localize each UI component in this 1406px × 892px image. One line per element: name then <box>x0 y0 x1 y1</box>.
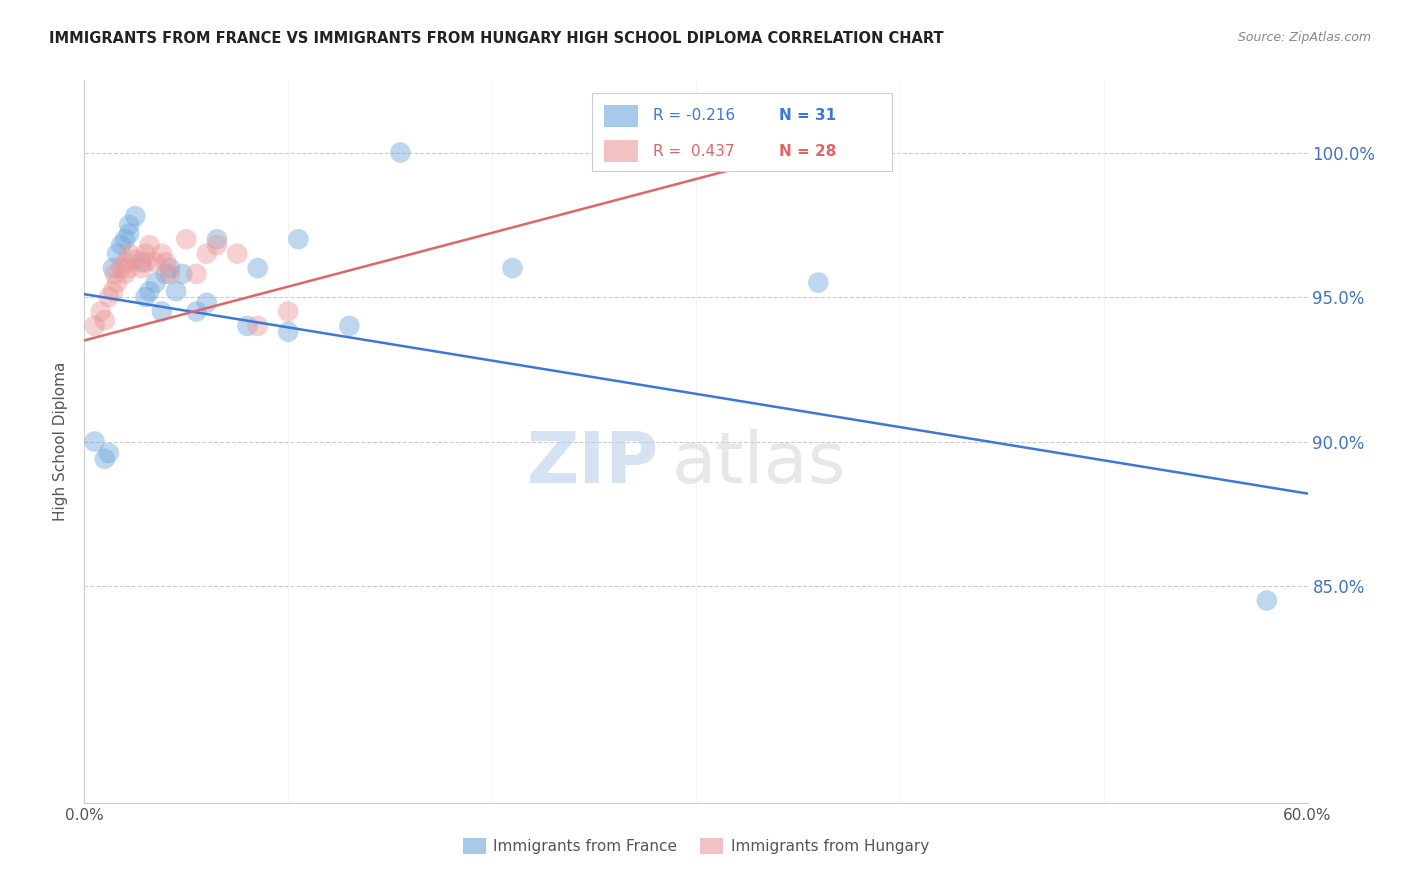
FancyBboxPatch shape <box>592 93 891 170</box>
Point <box>138 285 160 299</box>
Point <box>124 252 146 267</box>
Point <box>205 232 228 246</box>
Point <box>110 238 132 252</box>
Point <box>155 267 177 281</box>
Point <box>114 232 136 246</box>
Point <box>83 434 105 449</box>
Point <box>93 313 115 327</box>
Point <box>124 209 146 223</box>
Point <box>90 304 112 318</box>
Point <box>93 451 115 466</box>
Point <box>114 255 136 269</box>
Point <box>159 267 181 281</box>
Point <box>135 255 157 269</box>
Point <box>155 255 177 269</box>
Point <box>131 261 153 276</box>
Point <box>389 145 412 160</box>
Point <box>195 246 218 260</box>
Point <box>138 238 160 252</box>
Point <box>83 318 105 333</box>
Point <box>246 318 269 333</box>
Point <box>118 227 141 241</box>
Text: N = 31: N = 31 <box>779 108 837 123</box>
Point <box>145 276 167 290</box>
Point <box>277 304 299 318</box>
Point <box>174 232 197 246</box>
Point <box>195 295 218 310</box>
Point <box>186 304 208 318</box>
FancyBboxPatch shape <box>605 105 638 127</box>
Point <box>277 325 299 339</box>
Text: R = -0.216: R = -0.216 <box>654 108 735 123</box>
Point <box>118 246 141 260</box>
Point <box>172 267 194 281</box>
Point <box>150 246 173 260</box>
Point <box>135 246 157 260</box>
Point <box>205 238 228 252</box>
Point <box>1256 593 1278 607</box>
Point <box>114 267 136 281</box>
FancyBboxPatch shape <box>605 140 638 162</box>
Text: Source: ZipAtlas.com: Source: ZipAtlas.com <box>1237 31 1371 45</box>
Point <box>110 261 132 276</box>
Point <box>101 285 124 299</box>
Point <box>131 255 153 269</box>
Legend: Immigrants from France, Immigrants from Hungary: Immigrants from France, Immigrants from … <box>457 832 935 860</box>
Point <box>159 261 181 276</box>
Point <box>339 318 361 333</box>
Point <box>226 246 249 260</box>
Text: ZIP: ZIP <box>527 429 659 498</box>
Point <box>118 218 141 232</box>
Point <box>145 255 167 269</box>
Y-axis label: High School Diploma: High School Diploma <box>53 362 69 521</box>
Point <box>246 261 269 276</box>
Point <box>105 276 128 290</box>
Point <box>105 246 128 260</box>
Point <box>97 290 120 304</box>
Text: N = 28: N = 28 <box>779 144 837 159</box>
Point <box>150 304 173 318</box>
Point <box>186 267 208 281</box>
Point <box>118 261 141 276</box>
Point <box>104 267 127 281</box>
Text: atlas: atlas <box>672 429 846 498</box>
Point <box>807 276 830 290</box>
Point <box>97 446 120 460</box>
Point <box>287 232 309 246</box>
Point <box>135 290 157 304</box>
Point <box>236 318 259 333</box>
Point <box>101 261 124 276</box>
Text: IMMIGRANTS FROM FRANCE VS IMMIGRANTS FROM HUNGARY HIGH SCHOOL DIPLOMA CORRELATIO: IMMIGRANTS FROM FRANCE VS IMMIGRANTS FRO… <box>49 31 943 46</box>
Point <box>502 261 524 276</box>
Text: R =  0.437: R = 0.437 <box>654 144 735 159</box>
Point <box>165 285 187 299</box>
